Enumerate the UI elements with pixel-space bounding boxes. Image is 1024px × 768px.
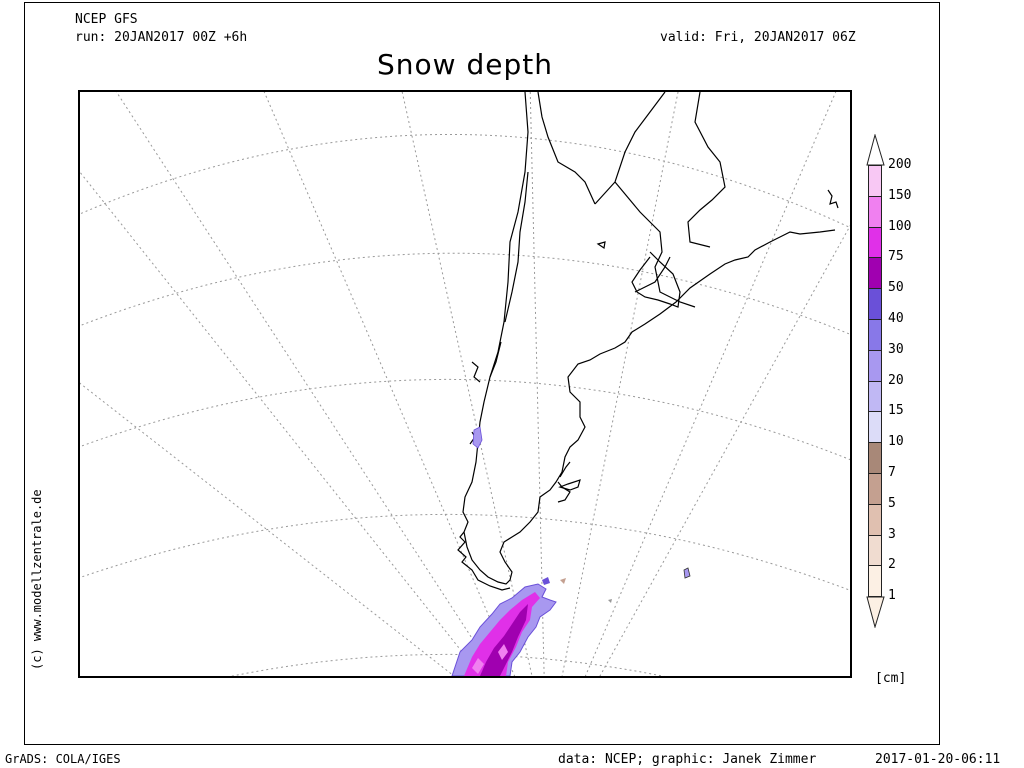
- legend-label: 30: [888, 341, 904, 357]
- legend-swatch: [868, 442, 882, 474]
- model-label: NCEP GFS: [75, 12, 138, 27]
- map-canvas: [80, 92, 850, 676]
- legend-swatch: [868, 534, 882, 567]
- legend-swatch: [868, 503, 882, 536]
- legend-swatch: [868, 226, 882, 259]
- graticule: [80, 92, 850, 676]
- legend-top-arrow: [866, 134, 885, 166]
- legend-swatch: [868, 319, 882, 351]
- credit-vertical: (c) www.modellzentrale.de: [30, 489, 44, 670]
- legend-label: 100: [888, 218, 912, 234]
- footer-source: data: NCEP; graphic: Janek Zimmer: [558, 752, 817, 767]
- footer-software: GrADS: COLA/IGES: [5, 752, 121, 766]
- footer-timestamp: 2017-01-20-06:11: [875, 752, 1001, 767]
- map-title: Snow depth: [377, 48, 553, 81]
- legend-swatch: [868, 165, 882, 197]
- legend-label: 200: [888, 157, 912, 172]
- map-panel: [78, 90, 852, 678]
- legend-label: 40: [888, 311, 904, 326]
- legend-swatch: [868, 380, 882, 413]
- legend-label: 5: [888, 495, 896, 511]
- legend-label: 15: [888, 403, 904, 419]
- legend-swatch: [868, 565, 882, 598]
- legend-label: 50: [888, 280, 904, 296]
- legend-label: 20: [888, 372, 904, 388]
- legend-swatch: [868, 349, 882, 382]
- legend-swatch: [868, 473, 882, 505]
- legend-label: 7: [888, 465, 896, 480]
- legend-label: 3: [888, 526, 896, 542]
- legend-unit: [cm]: [875, 671, 907, 686]
- legend-label: 1: [888, 588, 896, 604]
- legend-label: 10: [888, 434, 904, 450]
- legend-swatch: [868, 195, 882, 228]
- coastlines: [457, 92, 839, 591]
- valid-label: valid: Fri, 20JAN2017 06Z: [660, 30, 856, 45]
- legend-label: 150: [888, 187, 912, 203]
- legend-bottom-arrow: [866, 596, 885, 628]
- legend-label: 2: [888, 557, 896, 573]
- legend-swatch: [868, 411, 882, 444]
- plot-frame: [24, 2, 940, 745]
- legend-swatch: [868, 257, 882, 290]
- snow-shading: [451, 426, 691, 676]
- run-label: run: 20JAN2017 00Z +6h: [75, 30, 248, 45]
- legend-label: 75: [888, 249, 904, 265]
- legend-swatch: [868, 288, 882, 320]
